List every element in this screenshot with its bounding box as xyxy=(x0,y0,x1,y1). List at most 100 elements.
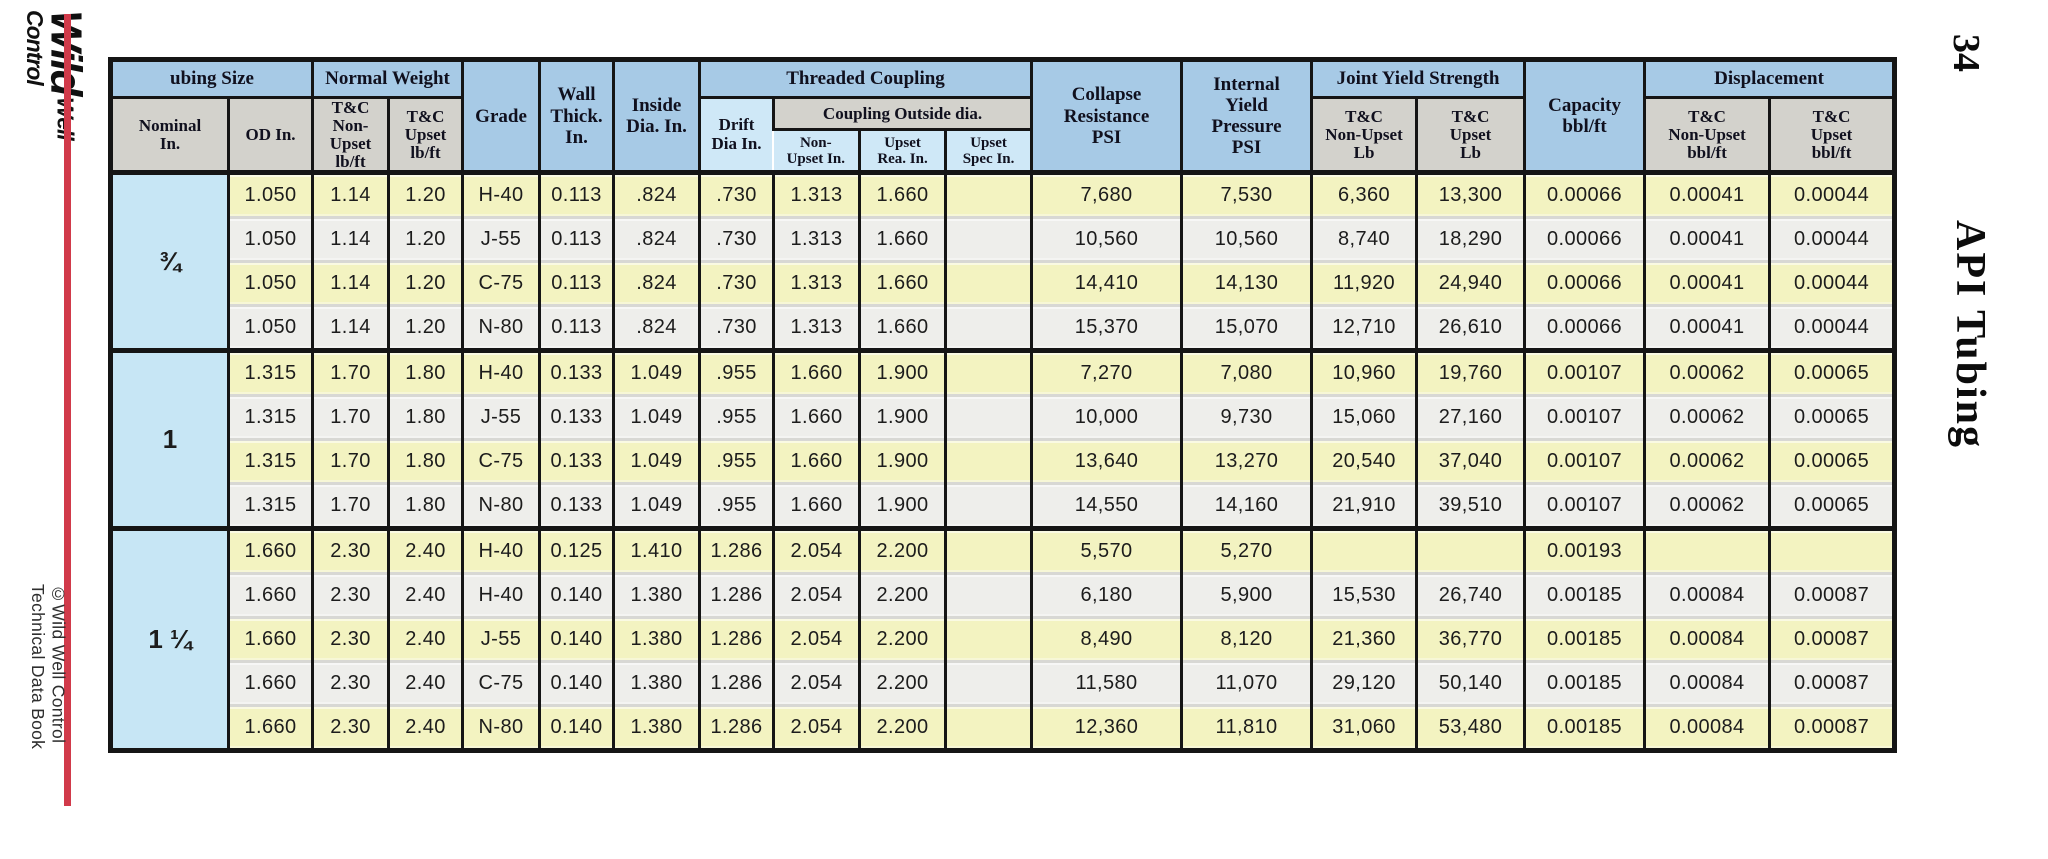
cell-capacity: 0.00107 xyxy=(1523,482,1645,529)
cell-disp-non-upset: 0.00062 xyxy=(1643,482,1770,529)
cell-coupling-upset-spec xyxy=(944,260,1032,306)
cell-coupling-non-upset: 2.054 xyxy=(772,704,860,751)
table-row: 1 ¼ 1.660 2.30 2.40 H-40 0.125 1.410 1.286 2.054… xyxy=(110,526,1895,751)
cell-od-in: 1.050 xyxy=(226,216,313,262)
cell-collapse-resistance: 7,680 xyxy=(1030,170,1182,218)
cell-coupling-upset-spec xyxy=(944,482,1032,529)
table-row: 1.315 1.70 1.80 C-75 0.133 1.049.955 1.660 1.90… xyxy=(111,438,1895,484)
wild-well-control-logo: Wild Well Control xyxy=(22,10,90,190)
cell-internal-yield: 5,900 xyxy=(1180,572,1312,618)
cell-grade: C-75 xyxy=(461,260,540,306)
cell-internal-yield: 8,120 xyxy=(1180,616,1312,662)
cell-wall-thick: 0.133 xyxy=(538,438,614,484)
cell-disp-upset: 0.00044 xyxy=(1768,216,1895,262)
cell-jy-upset: 50,140 xyxy=(1415,660,1525,706)
cell-wall-thick: 0.125 xyxy=(538,526,614,574)
cell-internal-yield: 7,530 xyxy=(1180,170,1312,218)
cell-tc-non-upset-lbft: 2.30 xyxy=(311,704,389,751)
cell-od-in: 1.050 xyxy=(226,260,313,306)
header-joint-yield-strength: Joint Yield Strength xyxy=(1310,58,1525,99)
cell-inside-dia: 1.380 xyxy=(612,704,700,751)
cell-grade: H-40 xyxy=(461,572,540,618)
cell-coupling-upset-spec xyxy=(944,660,1032,706)
table-row: 1.660 2.30 2.40 J-55 0.140 1.380 1.286 2.054 2.2… xyxy=(111,616,1895,662)
cell-drift-dia: 1.286 xyxy=(698,526,774,574)
cell-coupling-upset-rea: 2.200 xyxy=(858,572,946,618)
cell-disp-upset: 0.00065 xyxy=(1768,348,1895,396)
cell-jy-non-upset: 20,540 xyxy=(1310,438,1417,484)
cell-tc-upset-lbft: 2.40 xyxy=(387,526,463,574)
cell-tc-non-upset-lbft: 2.30 xyxy=(311,616,389,662)
cell-tc-non-upset-lbft: 1.14 xyxy=(311,304,389,351)
cell-coupling-non-upset: 2.054 xyxy=(772,572,860,618)
cell-jy-upset: 26,740 xyxy=(1415,572,1525,618)
cell-capacity: 0.00107 xyxy=(1523,348,1645,396)
page-number: 34 xyxy=(1945,34,1987,72)
cell-jy-non-upset: 15,530 xyxy=(1310,572,1417,618)
cell-drift-dia: 1.286 xyxy=(698,616,774,662)
cell-inside-dia: 1.380 xyxy=(612,660,700,706)
cell-tc-upset-lbft: 1.80 xyxy=(387,438,463,484)
cell-disp-upset: 0.00087 xyxy=(1768,572,1895,618)
header-normal-weight: Normal Weight xyxy=(311,58,463,99)
cell-tc-non-upset-lbft: 1.14 xyxy=(311,170,389,218)
table-row: 1 1.315 1.70 1.80 H-40 0.133 1.049.955 1.660 1.9… xyxy=(110,348,1895,529)
cell-drift-dia: .730 xyxy=(698,304,774,351)
cell-coupling-upset-rea: 2.200 xyxy=(858,660,946,706)
cell-disp-non-upset: 0.00041 xyxy=(1643,260,1770,306)
cell-collapse-resistance: 7,270 xyxy=(1030,348,1182,396)
cell-wall-thick: 0.113 xyxy=(538,304,614,351)
cell-wall-thick: 0.140 xyxy=(538,616,614,662)
cell-od-in: 1.315 xyxy=(226,348,313,396)
cell-drift-dia: 1.286 xyxy=(698,572,774,618)
cell-capacity: 0.00066 xyxy=(1523,170,1645,218)
cell-disp-upset: 0.00044 xyxy=(1768,260,1895,306)
cell-tc-non-upset-lbft: 1.14 xyxy=(311,216,389,262)
cell-jy-non-upset: 11,920 xyxy=(1310,260,1417,306)
header-disp-non-upset: T&C Non-Upset bbl/ft xyxy=(1643,95,1770,175)
cell-grade: H-40 xyxy=(461,348,540,396)
cell-tc-non-upset-lbft: 1.70 xyxy=(311,482,389,529)
cell-capacity: 0.00107 xyxy=(1523,438,1645,484)
cell-tc-upset-lbft: 1.20 xyxy=(387,260,463,306)
cell-tc-non-upset-lbft: 2.30 xyxy=(311,572,389,618)
cell-drift-dia: .955 xyxy=(698,394,774,440)
cell-wall-thick: 0.113 xyxy=(538,170,614,218)
cell-wall-thick: 0.133 xyxy=(538,394,614,440)
cell-collapse-resistance: 15,370 xyxy=(1030,304,1182,351)
cell-tc-upset-lbft: 1.80 xyxy=(387,482,463,529)
cell-coupling-non-upset: 1.313 xyxy=(772,260,860,306)
cell-inside-dia: 1.049 xyxy=(612,438,700,484)
cell-tc-upset-lbft: 1.20 xyxy=(387,216,463,262)
cell-grade: N-80 xyxy=(461,304,540,351)
header-jy-non-upset: T&C Non-Upset Lb xyxy=(1310,95,1417,175)
cell-od-in: 1.050 xyxy=(226,304,313,351)
cell-disp-upset: 0.00065 xyxy=(1768,482,1895,529)
cell-drift-dia: 1.286 xyxy=(698,704,774,751)
cell-coupling-upset-spec xyxy=(944,348,1032,396)
cell-coupling-upset-rea: 2.200 xyxy=(858,616,946,662)
footer-line-2: ©Wild Well Control xyxy=(48,584,69,744)
table-header: ubing Size Normal Weight Grade Wall Thic… xyxy=(110,57,1895,175)
cell-collapse-resistance: 6,180 xyxy=(1030,572,1182,618)
cell-collapse-resistance: 14,550 xyxy=(1030,482,1182,529)
table-body: ¾ 1.050 1.14 1.20 H-40 0.113.824.730 1.313 1.66… xyxy=(110,170,1895,751)
cell-collapse-resistance: 10,560 xyxy=(1030,216,1182,262)
cell-grade: C-75 xyxy=(461,660,540,706)
cell-coupling-upset-spec xyxy=(944,394,1032,440)
cell-collapse-resistance: 11,580 xyxy=(1030,660,1182,706)
header-tc-upset-lbft: T&C Upset lb/ft xyxy=(387,95,463,175)
cell-drift-dia: .730 xyxy=(698,260,774,306)
header-tubing-size: ubing Size xyxy=(110,58,313,99)
cell-internal-yield: 7,080 xyxy=(1180,348,1312,396)
nominal-size-cell: ¾ xyxy=(110,170,229,351)
cell-jy-non-upset: 29,120 xyxy=(1310,660,1417,706)
header-drift-dia: Drift Dia In. xyxy=(698,95,774,175)
cell-jy-upset: 18,290 xyxy=(1415,216,1525,262)
cell-drift-dia: .730 xyxy=(698,170,774,218)
cell-coupling-upset-rea: 1.660 xyxy=(858,304,946,351)
cell-inside-dia: .824 xyxy=(612,304,700,351)
cell-wall-thick: 0.140 xyxy=(538,660,614,706)
cell-wall-thick: 0.113 xyxy=(538,216,614,262)
table-row: 1.660 2.30 2.40 N-80 0.140 1.380 1.286 2.054 2.2… xyxy=(111,704,1895,751)
